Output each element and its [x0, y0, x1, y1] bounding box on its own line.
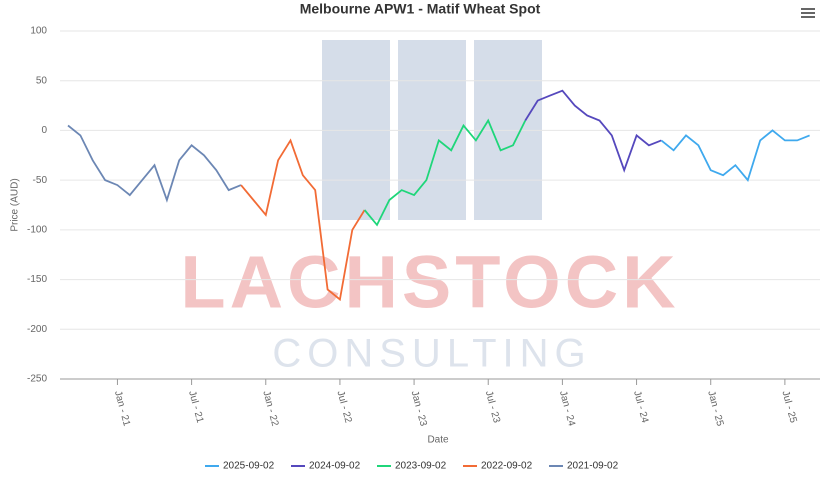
y-tick-label: 50 [36, 75, 48, 86]
x-tick-label: Jul - 25 [779, 390, 798, 425]
menu-button[interactable] [801, 8, 815, 18]
legend-label: 2024-09-02 [309, 461, 361, 472]
y-tick-label: -150 [27, 274, 47, 285]
series-line [67, 124, 242, 203]
legend-item[interactable]: 2021-09-02 [549, 461, 619, 472]
legend-item[interactable]: 2025-09-02 [205, 461, 275, 472]
y-tick-label: 0 [41, 125, 47, 136]
x-tick-label: Jan - 23 [409, 390, 429, 428]
legend-item[interactable]: 2024-09-02 [291, 461, 361, 472]
legend-label: 2022-09-02 [481, 461, 533, 472]
series-line [660, 129, 810, 182]
x-tick-label: Jan - 22 [260, 390, 280, 428]
legend-label: 2025-09-02 [223, 461, 275, 472]
watermark: CONSULTING [272, 332, 591, 376]
series-line [524, 89, 662, 173]
chart-title: Melbourne APW1 - Matif Wheat Spot [300, 1, 541, 17]
series-line [240, 138, 366, 302]
x-tick-label: Jul - 22 [334, 390, 353, 425]
x-tick-label: Jul - 24 [631, 390, 650, 425]
x-tick-label: Jul - 21 [186, 390, 205, 425]
watermark: LACHSTOCK [180, 241, 679, 324]
legend-item[interactable]: 2023-09-02 [377, 461, 447, 472]
x-tick-label: Jul - 23 [483, 390, 502, 425]
y-tick-label: -100 [27, 224, 47, 235]
x-axis-label: Date [427, 435, 449, 446]
y-tick-label: -50 [33, 175, 48, 186]
legend-label: 2021-09-02 [567, 461, 619, 472]
y-axis-label: Price (AUD) [10, 178, 21, 231]
x-tick-label: Jan - 24 [557, 390, 577, 428]
legend-label: 2023-09-02 [395, 461, 447, 472]
series-line [363, 118, 527, 227]
y-tick-label: -200 [27, 324, 47, 335]
y-tick-label: -250 [27, 374, 47, 385]
legend-item[interactable]: 2022-09-02 [463, 461, 533, 472]
x-tick-label: Jan - 21 [112, 390, 132, 428]
y-tick-label: 100 [30, 26, 47, 37]
x-tick-label: Jan - 25 [705, 390, 725, 428]
